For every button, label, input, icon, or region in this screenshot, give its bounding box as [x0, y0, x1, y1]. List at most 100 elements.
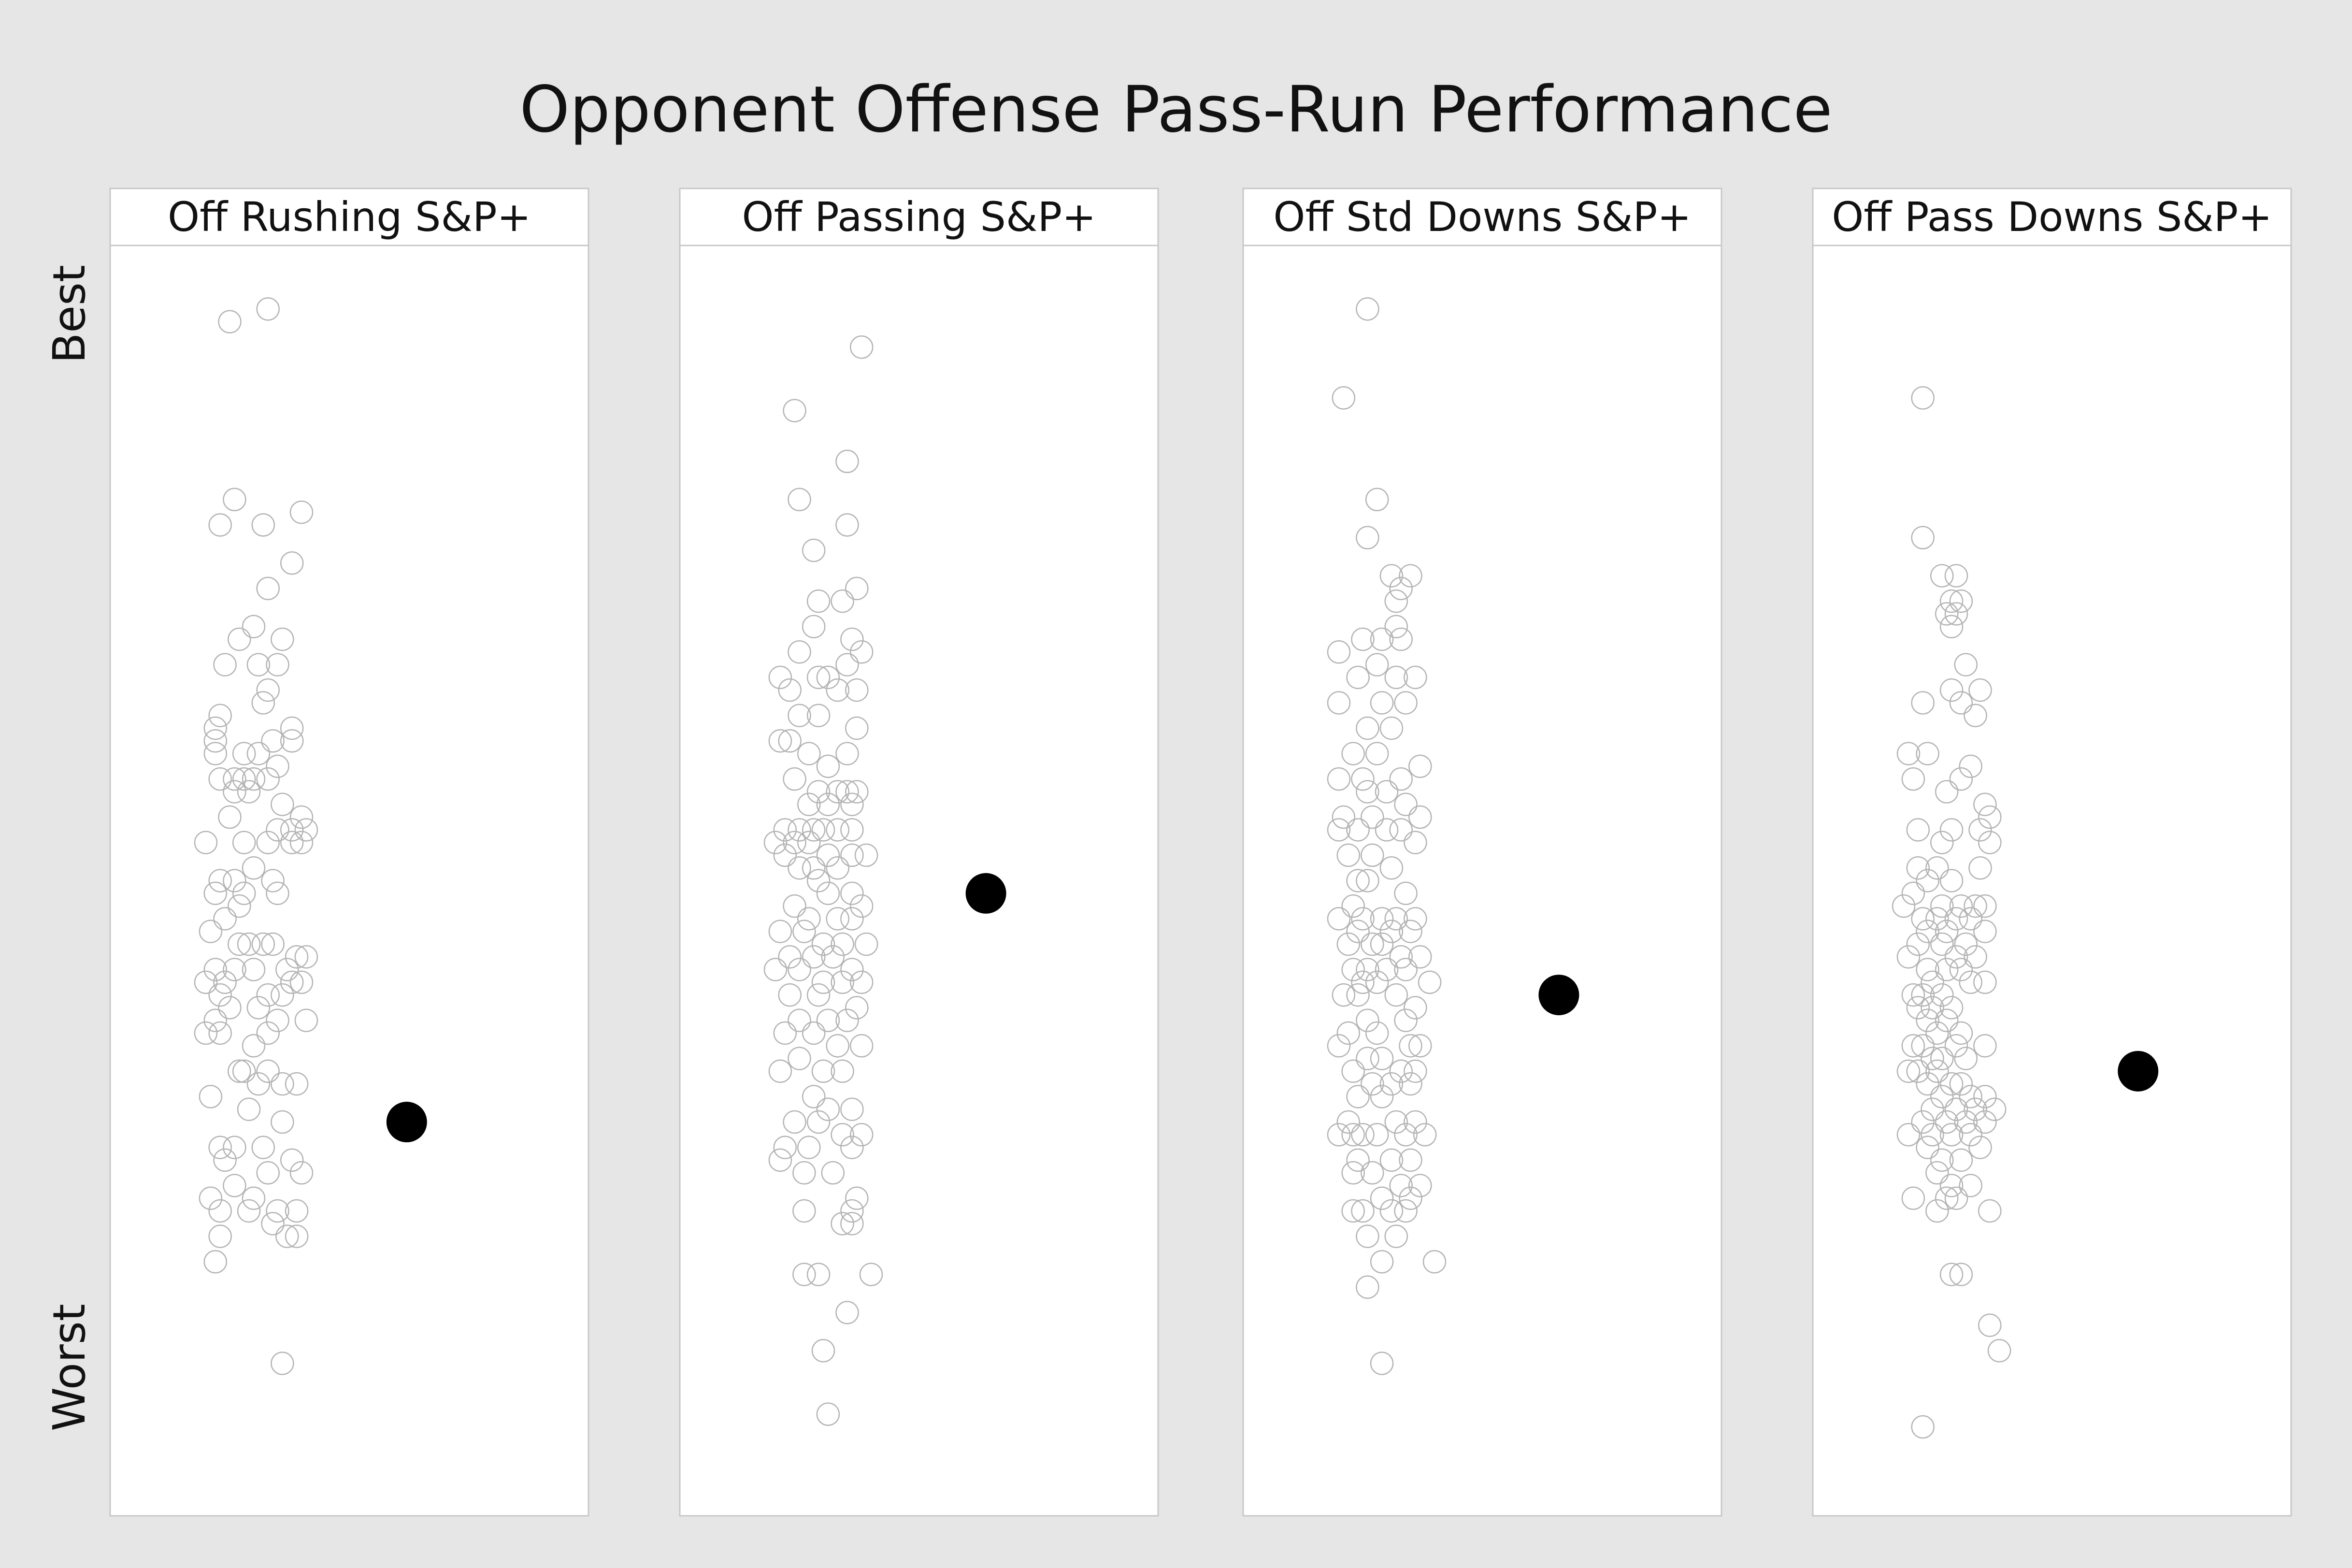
team-point: [854, 843, 878, 867]
team-point: [280, 1148, 304, 1172]
team-point: [237, 1199, 261, 1223]
team-point: [1901, 983, 1925, 1007]
team-point: [1925, 856, 1949, 880]
team-point: [1944, 602, 1968, 626]
team-point: [773, 843, 797, 867]
team-point: [1949, 958, 1973, 981]
team-point: [208, 983, 232, 1007]
team-point: [246, 653, 271, 676]
team-point: [1351, 1123, 1375, 1147]
team-point: [1408, 805, 1432, 829]
team-point: [223, 958, 246, 981]
team-point: [1973, 1110, 1997, 1134]
team-point: [1944, 907, 1968, 931]
team-point: [1978, 1199, 2002, 1223]
team-point: [1968, 1136, 1992, 1159]
team-point: [1906, 818, 1930, 842]
panel-frame: [109, 187, 589, 1517]
team-point: [802, 1021, 826, 1045]
team-point: [1930, 894, 1954, 918]
team-point: [289, 805, 314, 829]
team-point: [266, 1008, 289, 1032]
team-point: [242, 1034, 266, 1058]
team-point: [232, 1059, 256, 1083]
team-point: [826, 818, 849, 842]
team-point: [1379, 1199, 1404, 1223]
team-point: [1351, 970, 1375, 994]
team-point: [237, 932, 261, 956]
team-point: [203, 1008, 228, 1032]
team-point: [294, 1008, 318, 1032]
team-point: [289, 500, 314, 524]
team-point: [1939, 615, 1964, 638]
team-point: [1925, 1021, 1949, 1045]
team-point: [213, 1148, 237, 1172]
team-point: [1982, 1097, 2007, 1121]
team-point: [1939, 818, 1964, 842]
team-point: [1935, 1008, 1959, 1032]
team-point: [194, 1021, 218, 1045]
team-point: [1361, 805, 1384, 829]
team-point: [280, 970, 304, 994]
team-point: [1939, 589, 1964, 613]
team-point: [1379, 920, 1404, 943]
team-point: [1351, 907, 1375, 931]
team-point: [1973, 1085, 1997, 1108]
team-point: [1916, 742, 1939, 765]
team-point: [266, 818, 289, 842]
team-point: [1911, 1415, 1935, 1439]
team-point: [849, 1034, 874, 1058]
team-point: [1365, 488, 1389, 512]
team-point: [1356, 1047, 1379, 1070]
team-point: [1379, 716, 1404, 740]
team-point: [768, 1059, 792, 1083]
team-point: [811, 1059, 835, 1083]
team-point: [1408, 754, 1432, 778]
team-point: [1404, 1059, 1427, 1083]
team-point: [763, 958, 788, 981]
team-point: [1389, 1174, 1413, 1197]
team-point: [840, 958, 864, 981]
chart-title: Opponent Offense Pass-Run Performance: [519, 72, 1832, 147]
team-point: [1356, 958, 1379, 981]
team-point: [802, 538, 826, 562]
team-point: [228, 932, 251, 956]
team-point: [1939, 678, 1964, 702]
team-point: [1935, 780, 1959, 804]
team-point: [806, 869, 831, 892]
team-point: [840, 843, 864, 867]
team-point: [840, 881, 864, 906]
team-point: [1422, 1250, 1447, 1274]
team-point: [845, 996, 869, 1020]
team-point: [1384, 1224, 1408, 1248]
team-point: [1404, 907, 1427, 931]
team-point: [1930, 1148, 1954, 1172]
team-point: [266, 754, 289, 778]
team-point: [1911, 1034, 1935, 1058]
team-point: [816, 843, 840, 867]
team-point: [1327, 767, 1351, 791]
team-point: [1394, 958, 1418, 981]
team-point: [806, 704, 831, 727]
team-point: [1384, 665, 1408, 690]
team-point: [251, 513, 275, 537]
team-point: [228, 1059, 251, 1083]
team-point: [1954, 932, 1978, 956]
team-point: [802, 856, 826, 880]
team-point: [792, 920, 816, 943]
team-point: [1375, 818, 1399, 842]
team-point: [826, 780, 849, 804]
team-point: [289, 970, 314, 994]
team-point: [1978, 1313, 2002, 1337]
team-point: [816, 792, 840, 817]
team-point: [1916, 1136, 1939, 1159]
team-point: [1987, 1338, 2011, 1363]
team-point: [203, 881, 228, 906]
team-point: [821, 945, 845, 969]
team-point: [208, 1136, 232, 1159]
team-point: [1935, 958, 1959, 981]
team-point: [1949, 1263, 1973, 1286]
team-point: [1906, 996, 1930, 1020]
team-point: [1949, 691, 1973, 715]
